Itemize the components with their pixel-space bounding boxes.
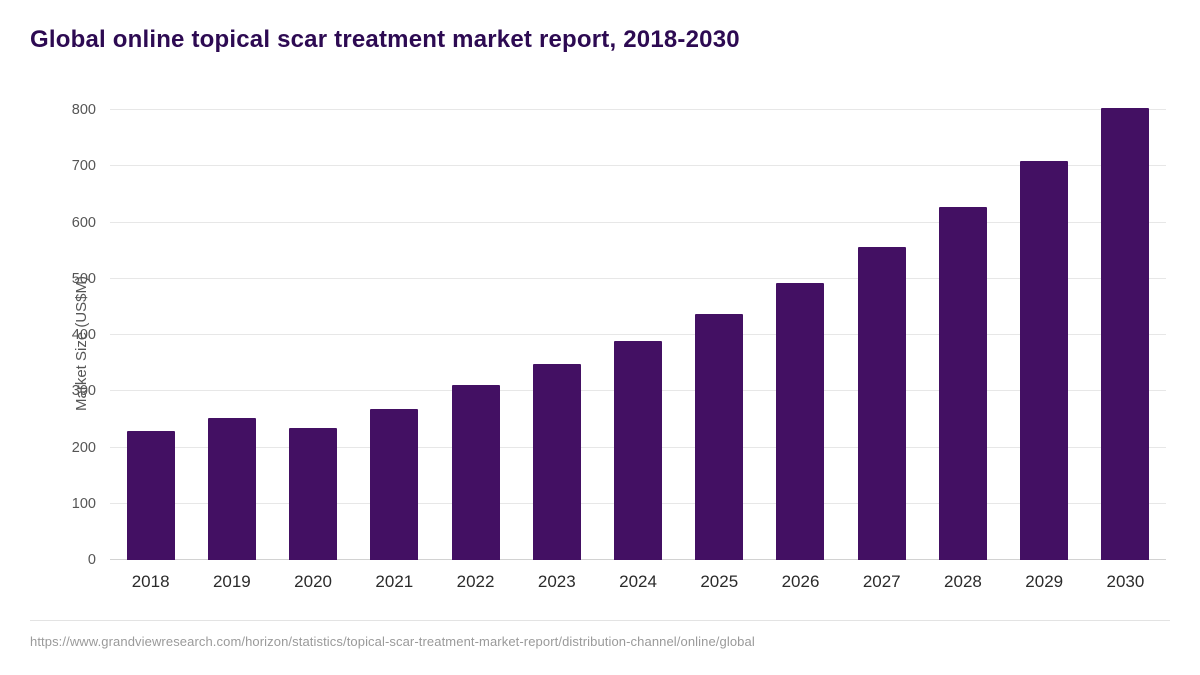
chart-column-2029: 2029 [1004,110,1085,592]
bar-2018 [126,430,175,560]
chart-column-2021: 2021 [354,110,435,592]
bar-2024 [614,340,663,560]
x-tick-label-2027: 2027 [862,572,901,591]
x-tick-label-2023: 2023 [537,572,576,591]
x-tick-label-2029: 2029 [1025,572,1064,591]
x-tick-label-2018: 2018 [131,572,170,591]
chart-column-2030: 2030 [1085,108,1166,592]
y-tick-label-600: 600 [71,214,96,231]
footer: https://www.grandviewresearch.com/horizo… [30,620,1170,649]
bar-2027 [857,247,906,560]
bar-chart: Market Size (US$M) 0 100 200 300 400 500 600 70… [72,103,1166,592]
y-axis-title: Market Size (US$M) [73,275,91,412]
bar-2029 [1020,160,1069,560]
bar-2030 [1101,108,1150,560]
chart-column-2023: 2023 [516,110,597,592]
source-url: https://www.grandviewresearch.com/horizo… [30,634,755,649]
x-tick-label-2024: 2024 [619,572,657,591]
bar-area-2018 [110,110,191,560]
y-tick-label-0: 0 [87,552,96,568]
bar-2021 [370,409,419,560]
chart-column-2028: 2028 [922,110,1003,592]
chart-column-2018: 2018 [110,110,191,592]
x-tick-label-2025: 2025 [700,572,739,591]
bar-area-2021 [354,110,435,560]
x-tick-label-2026: 2026 [781,572,820,591]
bar-area-2024 [597,110,678,560]
bar-area-2029 [1004,110,1085,560]
bar-area-2019 [191,110,272,560]
y-tick-label-400: 400 [71,327,96,343]
y-tick-label-700: 700 [71,158,96,175]
bar-2019 [207,418,256,560]
bar-area-2022 [435,110,516,560]
chart-columns: 2018 2019 2020 2021 2022 2023 2024 2025 2026 2027… [110,108,1166,592]
bar-area-2023 [516,110,597,560]
bar-area-2025 [679,110,760,560]
chart-column-2022: 2022 [435,110,516,592]
y-tick-label-100: 100 [71,495,96,512]
x-tick-label-2022: 2022 [456,572,495,591]
bar-area-2028 [922,110,1003,560]
bar-area-2020 [272,110,353,560]
y-tick-label-300: 300 [71,383,96,400]
bar-2025 [695,313,744,560]
bar-2023 [532,364,581,560]
x-tick-label-2030: 2030 [1106,572,1145,591]
chart-column-2025: 2025 [679,110,760,592]
x-tick-label-2020: 2020 [294,572,332,591]
chart-column-2027: 2027 [841,110,922,592]
y-tick-label-500: 500 [71,270,96,287]
bar-area-2030 [1085,108,1166,560]
chart-column-2019: 2019 [191,110,272,592]
y-tick-label-200: 200 [71,439,96,456]
bar-area-2027 [841,110,922,560]
bar-2028 [938,207,987,560]
x-tick-label-2019: 2019 [212,572,251,591]
x-tick-label-2028: 2028 [944,572,982,591]
chart-column-2024: 2024 [597,110,678,592]
x-tick-label-2021: 2021 [375,572,414,591]
bar-2020 [289,428,338,560]
y-tick-label-800: 800 [71,102,96,118]
bar-area-2026 [760,110,841,560]
chart-column-2026: 2026 [760,110,841,592]
bar-2026 [776,283,825,560]
chart-column-2020: 2020 [272,110,353,592]
bar-2022 [451,384,500,560]
page-title: Global online topical scar treatment mar… [30,26,740,53]
